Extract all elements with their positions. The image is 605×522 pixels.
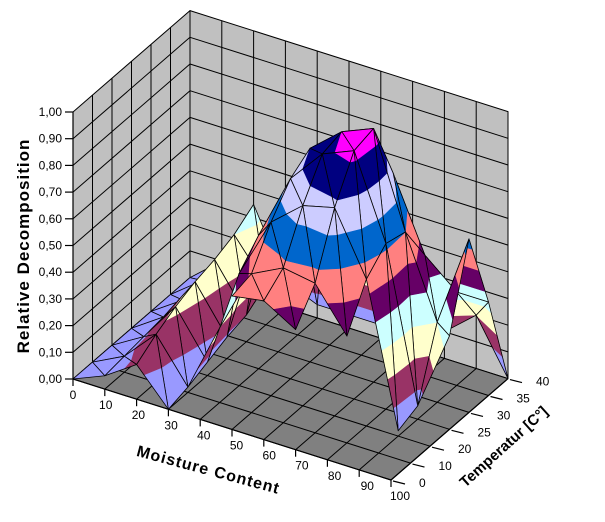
x-tick-label: 30 [164,418,178,432]
x-tick-label: 100 [390,489,410,503]
series-tick-label: 40 [536,375,550,389]
x-tick-label: 70 [295,459,309,473]
x-tick-label: 0 [70,388,77,402]
series-tick-label: 20 [458,442,472,456]
x-tick-label: 90 [361,479,375,493]
series-tick-label: 0 [419,476,426,490]
series-axis: 0 10 20 25 30 35 40 [392,375,550,490]
x-tick-label: 50 [230,439,244,453]
x-tick-label: 20 [132,408,146,422]
z-tick-label: 0,30 [39,292,63,306]
z-tick-label: 0,60 [39,212,63,226]
x-tick-label: 40 [197,428,211,442]
z-tick-label: 0,70 [39,185,63,199]
z-tick-label: 0,40 [39,265,63,279]
x-axis: 0 10 20 30 40 50 60 70 80 90 100 [70,379,410,503]
z-tick-label: 0,10 [39,345,63,359]
z-tick-label: 1,00 [39,105,63,119]
z-axis-title: Relative Decomposition [14,138,33,354]
z-tick-label: 0,50 [39,239,63,253]
surface-mesh [72,128,509,432]
z-axis: 0,00 0,10 0,20 0,30 0,40 0,50 0,60 0,70 0,80 0,90… [39,105,74,386]
z-tick-label: 0,00 [39,372,63,386]
series-tick-label: 30 [497,408,511,422]
x-tick-label: 80 [328,469,342,483]
series-tick-label: 35 [517,392,531,406]
z-tick-label: 0,80 [39,158,63,172]
x-tick-label: 60 [263,449,277,463]
series-tick-label: 10 [439,459,453,473]
x-tick-label: 10 [99,398,113,412]
z-tick-label: 0,90 [39,132,63,146]
z-tick-label: 0,20 [39,319,63,333]
series-tick-label: 25 [478,425,492,439]
